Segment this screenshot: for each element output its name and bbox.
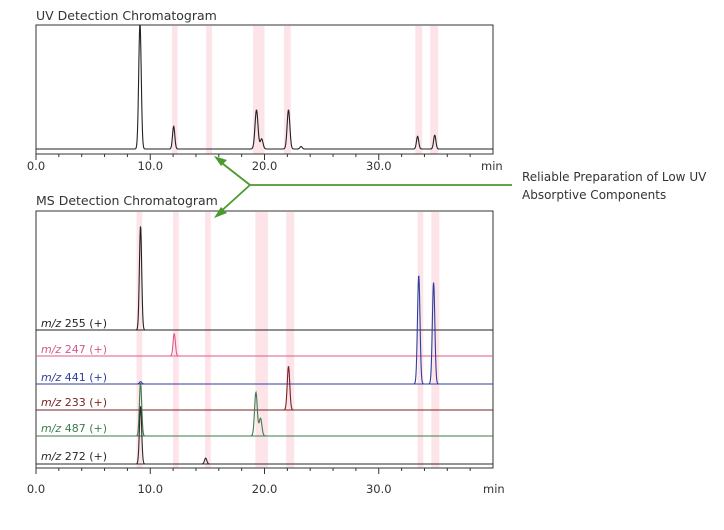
annotation-text-line2: Absorptive Components	[522, 188, 666, 202]
ms-band-4	[286, 212, 295, 468]
ms-trace-label-1: m/z 247 (+)	[41, 343, 107, 356]
ms-tick-label-0: 0.0	[27, 482, 45, 496]
ms-trace-label-mz-2: m/z	[41, 371, 61, 384]
uv-chart-title: UV Detection Chromatogram	[36, 8, 217, 23]
ms-traces	[36, 226, 493, 465]
ms-trace-label-5: m/z 272 (+)	[41, 450, 107, 463]
uv-x-axis: 0.0 10.0 20.0 30.0	[27, 154, 471, 173]
ms-trace-label-3: m/z 233 (+)	[41, 396, 107, 409]
ms-trace-label-ion-0: 255 (+)	[61, 317, 107, 330]
annotation-arrowhead-ms	[214, 207, 227, 218]
ms-trace-label-mz-5: m/z	[41, 450, 61, 463]
ms-trace-label-mz-1: m/z	[41, 343, 61, 356]
annotation-arrow-lines	[217, 159, 512, 215]
uv-band-0	[171, 26, 178, 154]
ms-band-3	[255, 212, 268, 468]
ms-trace-5	[36, 406, 493, 465]
uv-tick-label-2: 20.0	[252, 159, 278, 173]
ms-tick-label-2: 20.0	[252, 482, 278, 496]
ms-trace-label-mz-3: m/z	[41, 396, 61, 409]
annotation-text-line1: Reliable Preparation of Low UV	[522, 170, 707, 184]
uv-tick-label-3: 30.0	[366, 159, 392, 173]
ms-x-unit-label: min	[483, 482, 505, 496]
ms-trace-label-mz-4: m/z	[41, 422, 61, 435]
ms-band-0	[136, 212, 143, 468]
ms-trace-label-ion-4: 487 (+)	[61, 422, 107, 435]
uv-band-3	[283, 26, 291, 154]
uv-band-2	[253, 26, 265, 154]
uv-tick-label-1: 10.0	[137, 159, 163, 173]
ms-trace-label-4: m/z 487 (+)	[41, 422, 107, 435]
ms-trace-label-ion-2: 441 (+)	[61, 371, 107, 384]
uv-traces	[36, 25, 493, 150]
ms-trace-labels: m/z 255 (+)m/z 247 (+)m/z 441 (+)m/z 233…	[41, 317, 107, 463]
ms-trace-3	[36, 366, 493, 411]
ms-band-1	[173, 212, 179, 468]
ms-trace-label-ion-1: 247 (+)	[61, 343, 107, 356]
ms-highlight-bands	[136, 212, 440, 468]
ms-chart-title: MS Detection Chromatogram	[36, 193, 218, 208]
uv-highlight-bands	[171, 26, 439, 154]
ms-trace-label-ion-5: 272 (+)	[61, 450, 107, 463]
uv-x-unit-label: min	[481, 159, 503, 173]
ms-trace-label-0: m/z 255 (+)	[41, 317, 107, 330]
uv-trace-line	[36, 25, 493, 150]
ms-chart: MS Detection Chromatogram m/z 255 (+)m/z…	[27, 193, 505, 496]
uv-chart: UV Detection Chromatogram 0.0 10.0 20.0 30.…	[27, 8, 503, 173]
ms-trace-label-ion-3: 233 (+)	[61, 396, 107, 409]
ms-trace-4	[36, 382, 493, 437]
uv-band-4	[415, 26, 423, 154]
annotation-arrowhead-uv	[214, 156, 227, 166]
ms-band-2	[205, 212, 211, 468]
ms-trace-label-mz-0: m/z	[41, 317, 61, 330]
uv-tick-label-0: 0.0	[27, 159, 45, 173]
ms-tick-label-1: 10.0	[137, 482, 163, 496]
ms-trace-label-2: m/z 441 (+)	[41, 371, 107, 384]
ms-x-axis: 0.0 10.0 20.0 30.0	[27, 468, 471, 496]
ms-trace-2	[36, 275, 493, 385]
uv-band-5	[430, 26, 439, 154]
annotation-callout: Reliable Preparation of Low UV Absorptiv…	[214, 156, 707, 218]
ms-tick-label-3: 30.0	[366, 482, 392, 496]
uv-band-1	[206, 26, 212, 154]
